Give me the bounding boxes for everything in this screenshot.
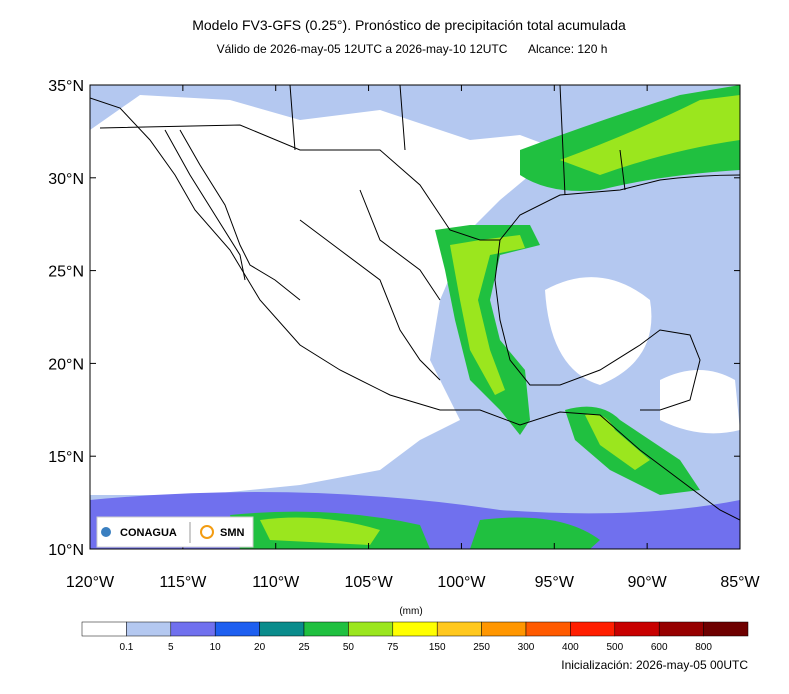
lon-label: 105°W [344,574,393,591]
colorbar-label: 10 [210,642,222,653]
colorbar-swatch [259,621,305,637]
colorbar-swatch [303,621,349,637]
init-time: Inicialización: 2026-may-05 00UTC [561,658,748,672]
colorbar-swatch [348,621,394,637]
lon-label: 115°W [159,574,207,591]
lon-label: 110°W [252,574,300,591]
colorbar-swatch [703,621,749,637]
lat-label: 30°N [48,171,84,188]
colorbar-swatch [170,621,216,637]
lat-label: 35°N [48,78,84,95]
colorbar-label: 0.1 [119,642,133,653]
lon-label: 85°W [720,574,760,591]
colorbar-swatch [126,621,172,637]
colorbar-label: 25 [298,642,310,653]
colorbar-label: 5 [168,642,174,653]
colorbar-label: 400 [562,642,579,653]
colorbar-label: 300 [518,642,535,653]
lat-label: 10°N [48,542,84,559]
colorbar-swatch [614,621,660,637]
colorbar-swatch [658,621,704,637]
map [90,85,740,549]
colorbar-unit: (mm) [399,606,422,617]
colorbar-label: 600 [651,642,668,653]
axis-ticks: 35°N 30°N 25°N 20°N 15°N 10°N 120°W 115°W 110°W 1… [48,78,760,591]
colorbar-label: 250 [473,642,490,653]
lat-label: 20°N [48,356,84,373]
lon-label: 95°W [535,574,575,591]
colorbar-swatch [481,621,527,637]
colorbar-swatch [214,621,260,637]
title: Modelo FV3-GFS (0.25°). Pronóstico de pr… [192,17,626,33]
colorbar-label: 20 [254,642,266,653]
map-frame [89,84,741,550]
colorbar-label: 800 [695,642,712,653]
colorbar-swatch [436,621,482,637]
colorbar-label: 75 [387,642,399,653]
colorbar-swatch [81,621,127,637]
lon-label: 100°W [437,574,486,591]
colorbar-swatch [570,621,616,637]
lat-label: 25°N [48,264,84,281]
logo-conagua: CONAGUA [120,527,177,539]
colorbar: 0.1 5 10 20 25 50 75 150 250 300 400 500 600 800 [81,621,749,653]
colorbar-label: 50 [343,642,355,653]
logo-smn: SMN [220,527,245,539]
logos: CONAGUA SMN [96,516,254,548]
forecast-range: Alcance: 120 h [528,42,607,56]
lon-label: 120°W [66,574,115,591]
lat-label: 15°N [48,449,84,466]
valid-period: Válido de 2026-may-05 12UTC a 2026-may-1… [217,42,508,56]
colorbar-swatch [392,621,438,637]
lon-label: 90°W [627,574,667,591]
colorbar-label: 500 [606,642,623,653]
colorbar-label: 150 [429,642,446,653]
colorbar-swatch [525,621,571,637]
